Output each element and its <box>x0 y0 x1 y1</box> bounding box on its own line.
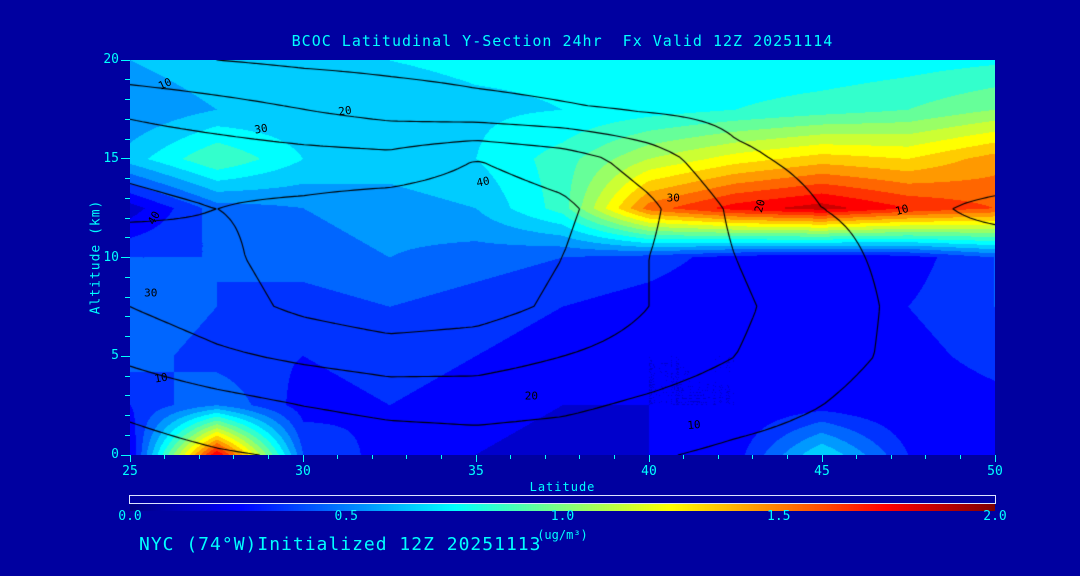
x-tick-label: 35 <box>468 464 484 479</box>
x-minor-tick <box>717 455 719 459</box>
colorbar-tick-label: 0.5 <box>334 509 358 524</box>
colorbar <box>129 495 996 511</box>
x-tick <box>821 455 823 462</box>
x-minor-tick <box>613 455 615 459</box>
x-minor-tick <box>510 455 512 459</box>
y-minor-tick <box>125 99 130 100</box>
contour-value-label: 10 <box>893 202 910 219</box>
x-minor-tick <box>267 455 269 459</box>
contour-value-label: 30 <box>144 286 158 300</box>
x-tick <box>302 455 304 462</box>
contour-value-label: 40 <box>475 174 491 191</box>
y-minor-tick <box>125 178 130 179</box>
y-tick <box>121 355 130 357</box>
x-tick-label: 30 <box>295 464 311 479</box>
x-minor-tick <box>440 455 442 459</box>
colorbar-tick-label: 1.0 <box>550 509 575 524</box>
x-minor-tick <box>959 455 961 459</box>
x-tick <box>994 455 996 462</box>
y-tick-label: 10 <box>103 249 119 265</box>
y-minor-tick <box>125 415 130 416</box>
contour-value-label: 10 <box>153 370 169 386</box>
y-minor-tick <box>125 237 130 239</box>
y-tick-label: 15 <box>103 150 119 166</box>
x-tick-label: 45 <box>814 464 830 479</box>
x-tick <box>648 455 650 462</box>
x-minor-tick <box>683 455 685 459</box>
x-minor-tick <box>856 455 858 459</box>
x-axis-label: Latitude <box>529 480 596 494</box>
y-minor-tick <box>125 197 130 199</box>
colorbar-units-label: (ug/m³) <box>537 528 588 542</box>
y-minor-tick <box>125 336 130 337</box>
chart-title: BCOC Latitudinal Y-Section 24hr Fx Valid… <box>291 32 834 50</box>
y-minor-tick <box>125 276 130 278</box>
contour-plot-canvas <box>130 60 995 455</box>
x-tick-label: 25 <box>122 464 138 479</box>
x-tick <box>475 455 477 462</box>
x-tick-label: 50 <box>987 464 1003 479</box>
y-tick-label: 5 <box>111 348 119 364</box>
y-tick <box>121 59 130 61</box>
y-minor-tick <box>125 375 130 377</box>
x-tick-label: 40 <box>641 464 657 479</box>
x-minor-tick <box>406 455 408 459</box>
contour-value-label: 10 <box>686 418 702 433</box>
x-minor-tick <box>786 455 788 459</box>
plot-area: 10 20 30 40 30 20 10 40 30 10 20 10 <box>130 60 995 455</box>
y-minor-tick <box>125 118 130 120</box>
x-minor-tick <box>579 455 581 459</box>
x-minor-tick <box>337 455 339 459</box>
y-minor-tick <box>125 434 130 436</box>
y-tick <box>121 257 130 258</box>
x-minor-tick <box>544 455 546 459</box>
x-minor-tick <box>752 455 754 459</box>
contour-value-label: 30 <box>253 121 270 137</box>
x-minor-tick <box>198 455 200 459</box>
init-info-text: NYC (74°W)Initialized 12Z 20251113 <box>139 534 542 555</box>
contour-value-label: 20 <box>337 103 352 119</box>
contour-value-label: 20 <box>524 389 538 403</box>
colorbar-tick-label: 0.0 <box>118 509 142 524</box>
colorbar-tick-label: 2.0 <box>983 509 1007 524</box>
x-minor-tick <box>164 455 166 459</box>
y-minor-tick <box>125 79 130 81</box>
y-tick <box>121 454 130 456</box>
contour-value-label: 30 <box>666 191 680 205</box>
contour-value-label: 20 <box>751 198 768 215</box>
y-minor-tick <box>125 395 130 397</box>
y-tick-label: 0 <box>111 447 119 462</box>
y-minor-tick <box>125 316 130 318</box>
y-minor-tick <box>125 217 130 219</box>
y-tick <box>121 158 130 160</box>
y-minor-tick <box>125 138 130 140</box>
colorbar-tick-label: 1.5 <box>767 509 791 524</box>
x-minor-tick <box>371 455 373 459</box>
colorbar-gradient <box>130 504 995 511</box>
x-minor-tick <box>925 455 927 459</box>
x-minor-tick <box>233 455 235 459</box>
x-minor-tick <box>890 455 892 459</box>
x-tick <box>129 455 131 462</box>
y-minor-tick <box>125 296 130 298</box>
y-tick-label: 20 <box>103 52 119 67</box>
